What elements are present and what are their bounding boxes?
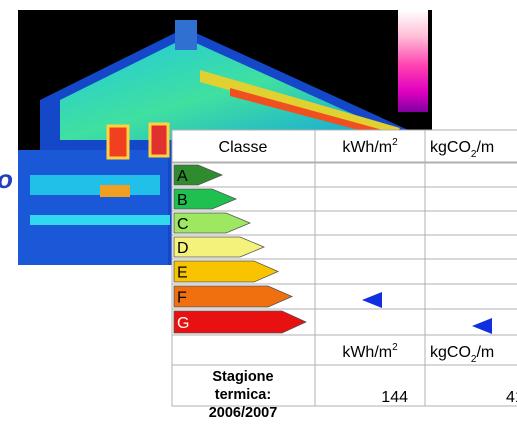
units-co2: kgCO2/m [430,344,494,365]
row-cell [314,210,426,236]
unit: kgCO [430,139,471,156]
season-label: 2006/2007 [209,405,278,421]
row-cell [314,308,426,336]
row-cell [424,210,517,236]
kwh-class-marker [362,292,382,308]
row-cell [424,308,517,336]
row-cell [424,234,517,260]
row-cell [424,283,517,310]
header-classe: Classe [219,139,268,156]
row-cell [314,283,426,310]
unit: kWh/m [342,344,392,361]
row-cell [424,186,517,212]
class-arrow [173,285,293,308]
header-co2: kgCO2/m [430,139,494,160]
label-fragment: o [0,164,13,194]
unit: kWh/m [342,139,392,156]
unit-sup: 2 [392,342,398,353]
kwh-value: 144 [381,389,408,406]
class-label: G [177,315,189,332]
class-arrow [173,188,238,210]
season-label: Stagione [212,369,273,385]
co2-value: 41 [506,389,517,406]
class-label: D [177,240,189,257]
row-cell [314,234,426,260]
class-arrow [173,310,307,334]
row-cell [314,162,426,188]
unit: /m [476,344,494,361]
co2-class-marker [472,318,492,334]
class-arrow [173,260,279,283]
class-label: F [177,290,187,307]
class-arrow [173,164,224,186]
unit: kgCO [430,344,471,361]
unit-sup: 2 [392,137,398,148]
unit-sub: 2 [471,354,477,365]
units-kwh: kWh/m2 [342,342,398,361]
row-cell [314,258,426,285]
unit-sub: 2 [471,149,477,160]
row-cell [424,258,517,285]
row-cell [314,186,426,212]
class-label: B [177,192,188,209]
class-label: A [177,168,188,185]
class-label: E [177,265,188,282]
class-label: C [177,216,189,233]
class-arrow [173,212,252,234]
header-kwh: kWh/m2 [342,137,398,156]
unit: /m [476,139,494,156]
row-cell [424,162,517,188]
season-label: termica: [215,387,271,403]
class-arrow [173,236,266,258]
